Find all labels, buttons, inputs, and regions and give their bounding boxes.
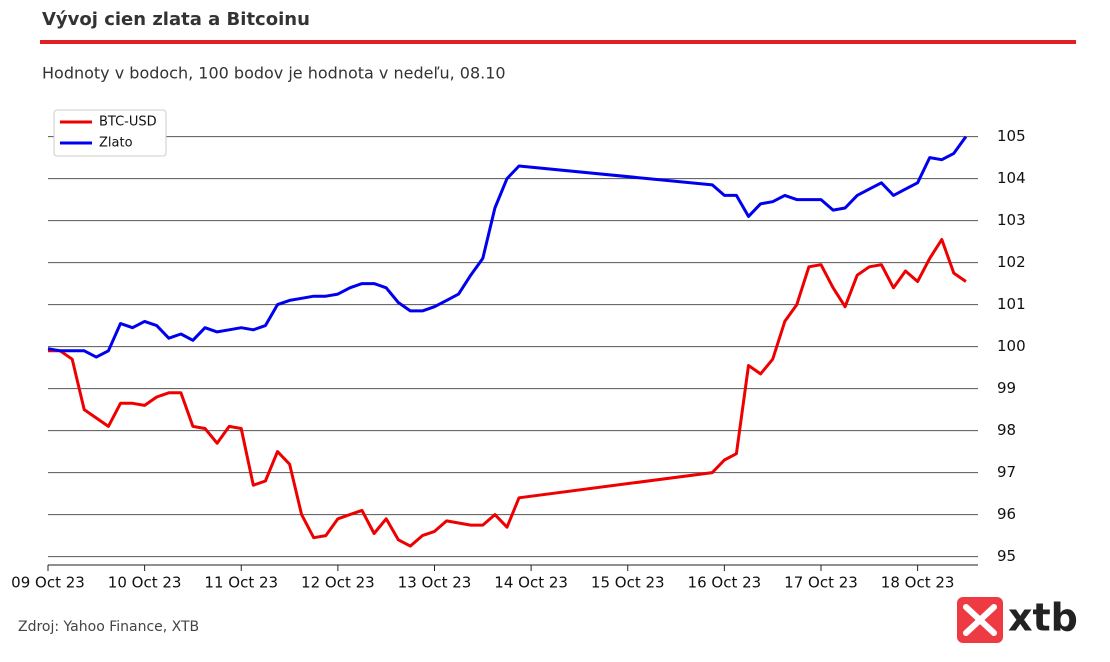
y-tick-label: 104 <box>997 169 1026 187</box>
series-line <box>47 135 968 359</box>
x-tick-label: 16 Oct 23 <box>688 574 762 592</box>
title-rule <box>40 40 1076 44</box>
x-tick-label: 13 Oct 23 <box>398 574 472 592</box>
logo-text: xtb <box>1008 596 1078 640</box>
subtitle: Hodnoty v bodoch, 100 bodov je hodnota v… <box>42 64 506 83</box>
x-tick-label: 11 Oct 23 <box>204 574 278 592</box>
y-tick-label: 100 <box>997 337 1026 355</box>
y-tick-label: 102 <box>997 253 1026 271</box>
x-tick-label: 10 Oct 23 <box>108 574 182 592</box>
legend: BTC-USD Zlato <box>53 109 167 157</box>
logo-x <box>963 604 997 636</box>
y-tick-label: 105 <box>997 127 1026 145</box>
y-tick-label: 97 <box>997 463 1016 481</box>
series-line <box>48 238 967 548</box>
y-tick-label: 99 <box>997 379 1016 397</box>
y-tick-label: 101 <box>997 295 1026 313</box>
y-tick-label: 95 <box>997 547 1016 565</box>
chart-title: Vývoj cien zlata a Bitcoinu <box>42 9 310 30</box>
legend-label: BTC-USD <box>99 115 157 130</box>
x-tick-label: 18 Oct 23 <box>881 574 955 592</box>
y-tick-label: 103 <box>997 211 1026 229</box>
x-tick-label: 09 Oct 23 <box>11 574 85 592</box>
y-tick-label: 96 <box>997 505 1016 523</box>
legend-label: Zlato <box>99 136 133 151</box>
x-tick-label: 12 Oct 23 <box>301 574 375 592</box>
y-tick-label: 98 <box>997 421 1016 439</box>
source: Zdroj: Yahoo Finance, XTB <box>18 619 199 635</box>
x-tick-label: 15 Oct 23 <box>591 574 665 592</box>
x-tick-label: 17 Oct 23 <box>784 574 858 592</box>
x-tick-label: 14 Oct 23 <box>494 574 568 592</box>
logo: xtb <box>957 596 1078 643</box>
